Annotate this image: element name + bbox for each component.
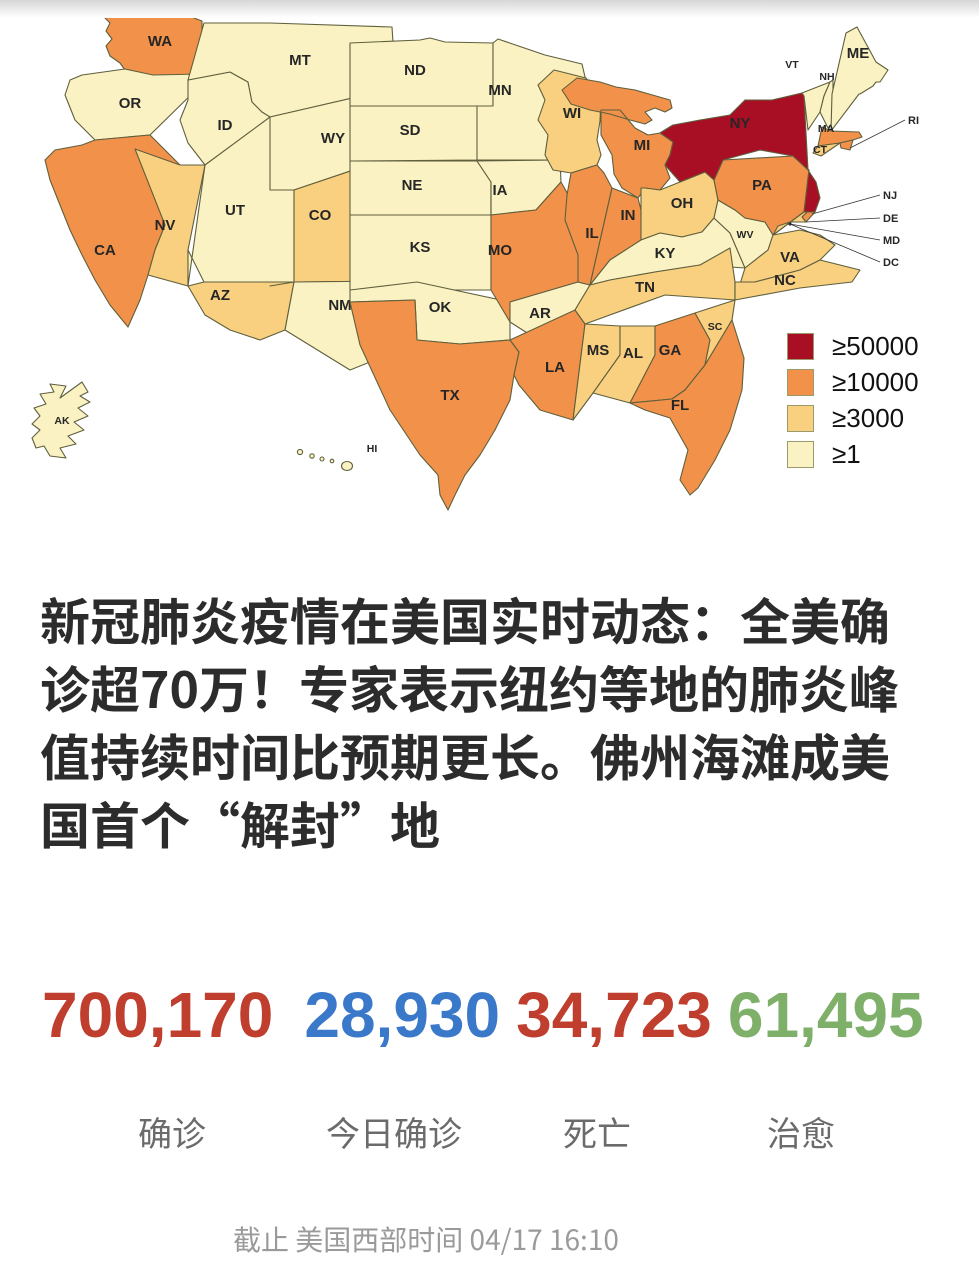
svg-text:CA: CA [94, 242, 116, 259]
svg-text:WY: WY [321, 130, 345, 147]
svg-text:ND: ND [404, 62, 426, 79]
svg-text:AR: AR [529, 305, 551, 322]
svg-text:MO: MO [488, 242, 512, 259]
svg-text:CT: CT [813, 144, 828, 156]
svg-text:DE: DE [883, 213, 898, 225]
svg-text:WV: WV [737, 229, 754, 241]
svg-text:OK: OK [429, 299, 452, 316]
svg-text:SC: SC [708, 321, 723, 333]
svg-text:TN: TN [635, 279, 655, 296]
svg-text:NE: NE [402, 177, 423, 194]
svg-text:AZ: AZ [210, 287, 230, 304]
svg-text:DC: DC [883, 257, 899, 269]
svg-text:FL: FL [671, 397, 689, 414]
svg-text:PA: PA [752, 177, 772, 194]
svg-text:WI: WI [563, 105, 581, 122]
svg-text:NJ: NJ [883, 190, 897, 202]
svg-text:OH: OH [671, 195, 694, 212]
svg-text:ME: ME [847, 45, 870, 62]
svg-text:WA: WA [148, 33, 172, 50]
svg-text:IN: IN [621, 207, 636, 224]
svg-text:ID: ID [218, 117, 233, 134]
svg-text:LA: LA [545, 359, 565, 376]
svg-text:RI: RI [908, 115, 919, 127]
svg-text:MD: MD [883, 235, 900, 247]
svg-text:OR: OR [119, 95, 142, 112]
svg-text:KS: KS [410, 239, 431, 256]
svg-text:AK: AK [54, 415, 70, 427]
svg-text:TX: TX [440, 387, 459, 404]
svg-text:GA: GA [659, 342, 682, 359]
svg-text:AL: AL [623, 345, 643, 362]
svg-text:KY: KY [655, 245, 676, 262]
svg-text:NM: NM [328, 297, 351, 314]
svg-text:MT: MT [289, 52, 311, 69]
svg-text:SD: SD [400, 122, 421, 139]
svg-text:IA: IA [493, 182, 508, 199]
svg-text:MS: MS [587, 342, 610, 359]
svg-text:MN: MN [488, 82, 511, 99]
svg-text:VT: VT [785, 59, 799, 71]
svg-text:MA: MA [818, 123, 835, 135]
svg-text:IL: IL [585, 225, 598, 242]
svg-text:NY: NY [730, 115, 751, 132]
svg-text:NH: NH [819, 71, 834, 83]
svg-text:NC: NC [774, 272, 796, 289]
svg-text:HI: HI [367, 443, 378, 455]
svg-text:VA: VA [780, 249, 800, 266]
svg-text:UT: UT [225, 202, 245, 219]
svg-text:MI: MI [634, 137, 651, 154]
svg-text:NV: NV [155, 217, 176, 234]
svg-text:CO: CO [309, 207, 332, 224]
